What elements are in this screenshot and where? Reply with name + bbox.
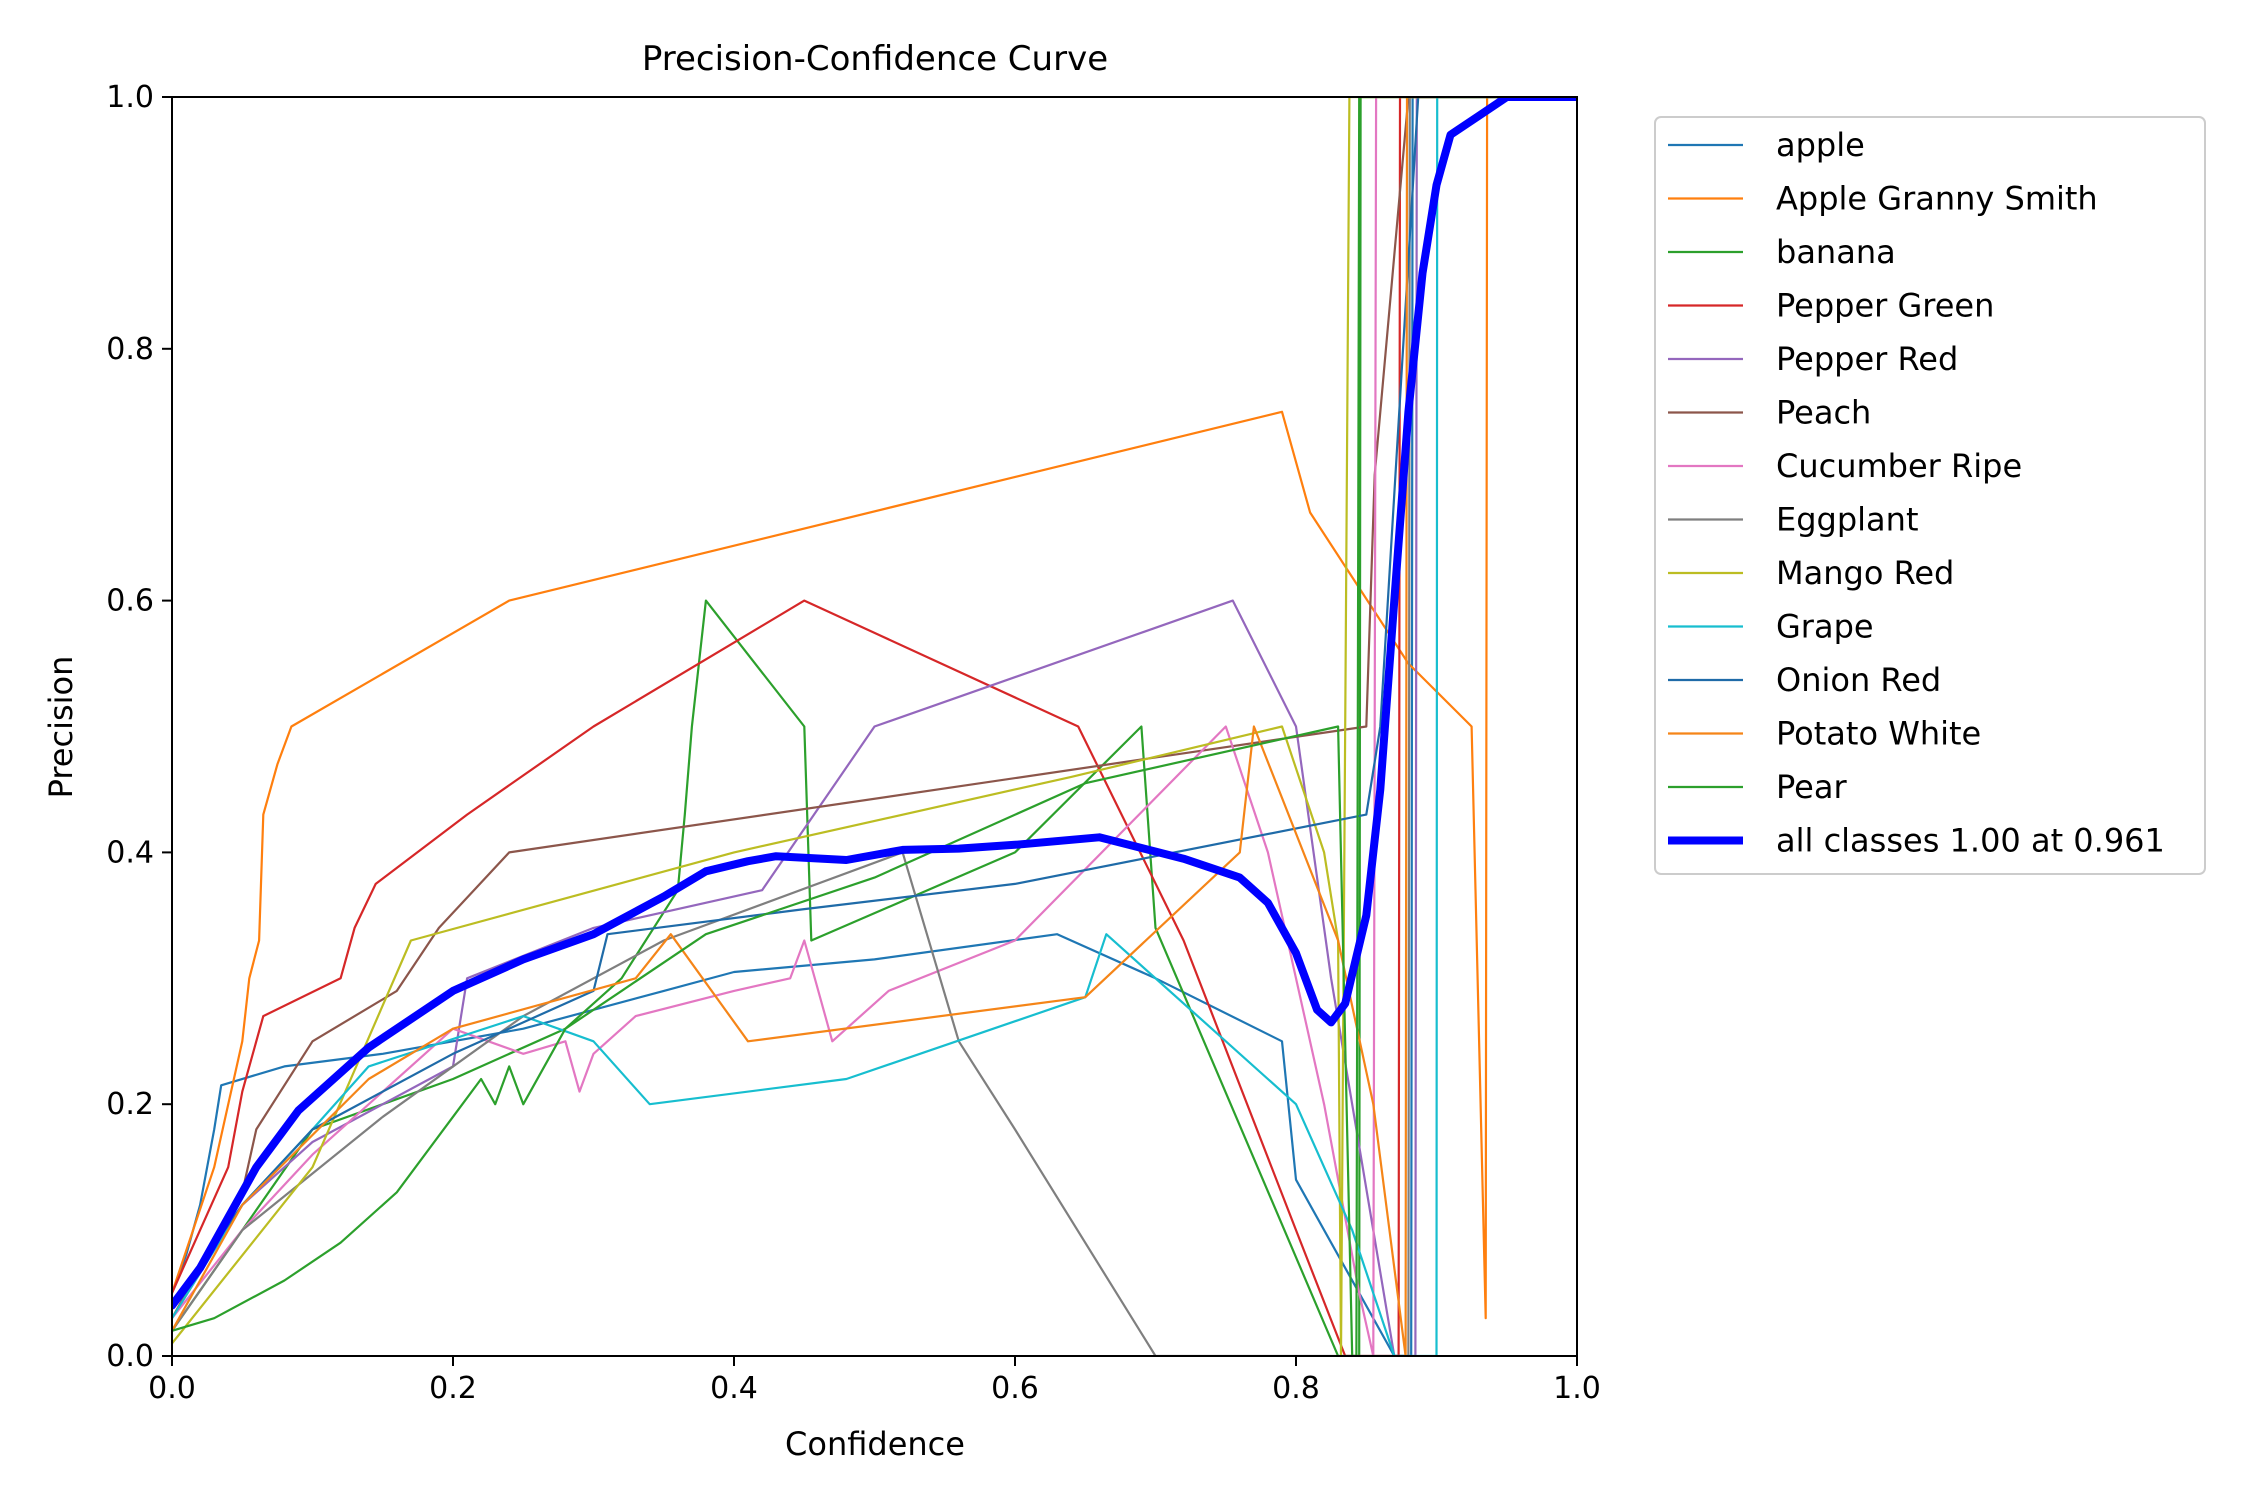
x-tick-label: 1.0 [1553, 1371, 1601, 1406]
series-pepper-red-line [172, 97, 1577, 1356]
x-axis: 0.0 0.2 0.4 0.6 0.8 1.0 [148, 1356, 1601, 1406]
series-all-classes-line [172, 97, 1577, 1310]
series-mango-red-line [172, 97, 1577, 1356]
x-tick-label: 0.2 [429, 1371, 477, 1406]
legend-label: Onion Red [1776, 661, 1941, 699]
legend: apple Apple Granny Smith banana Pepper Gree… [1654, 116, 2206, 875]
x-tick-label: 0.0 [148, 1371, 196, 1406]
y-tick-label: 0.2 [106, 1087, 154, 1122]
legend-label: Apple Granny Smith [1776, 180, 2098, 218]
legend-label: Eggplant [1776, 501, 1918, 539]
series-apple-granny-smith-line [172, 97, 1577, 1320]
series-apple-line [172, 97, 1577, 1356]
legend-label: Mango Red [1776, 554, 1954, 592]
chart-title: Precision-Confidence Curve [642, 39, 1108, 79]
legend-frame [1654, 116, 2206, 875]
legend-label: Pepper Green [1776, 287, 1994, 325]
x-tick-label: 0.4 [710, 1371, 758, 1406]
legend-label: banana [1776, 233, 1896, 271]
series-pepper-green-line [172, 97, 1577, 1356]
series-layer [172, 97, 1577, 1356]
legend-label: Peach [1776, 394, 1871, 432]
series-banana-line [172, 97, 1577, 1356]
x-axis-label: Confidence [785, 1425, 965, 1463]
legend-label: Pepper Red [1776, 340, 1958, 378]
legend-label: Pear [1776, 768, 1847, 806]
legend-label: all classes 1.00 at 0.961 [1776, 822, 2165, 860]
series-grape-line [172, 97, 1577, 1356]
y-tick-label: 0.8 [106, 332, 154, 367]
y-tick-label: 0.0 [106, 1339, 154, 1374]
legend-label: apple [1776, 126, 1865, 164]
series-onion-red-line [172, 97, 1577, 1307]
legend-label: Cucumber Ripe [1776, 447, 2022, 485]
y-tick-label: 1.0 [106, 80, 154, 115]
x-tick-label: 0.8 [1272, 1371, 1320, 1406]
series-pear-line [172, 97, 1577, 1356]
y-tick-label: 0.4 [106, 835, 154, 870]
series-potato-white-line [172, 97, 1577, 1356]
series-peach-line [172, 97, 1577, 1320]
legend-label: Grape [1776, 608, 1874, 646]
x-tick-label: 0.6 [991, 1371, 1039, 1406]
y-axis: 0.0 0.2 0.4 0.6 0.8 1.0 [106, 80, 172, 1374]
legend-label: Potato White [1776, 715, 1981, 753]
plot-frame [171, 96, 1578, 1357]
y-axis-label: Precision [42, 656, 80, 799]
y-tick-label: 0.6 [106, 584, 154, 619]
